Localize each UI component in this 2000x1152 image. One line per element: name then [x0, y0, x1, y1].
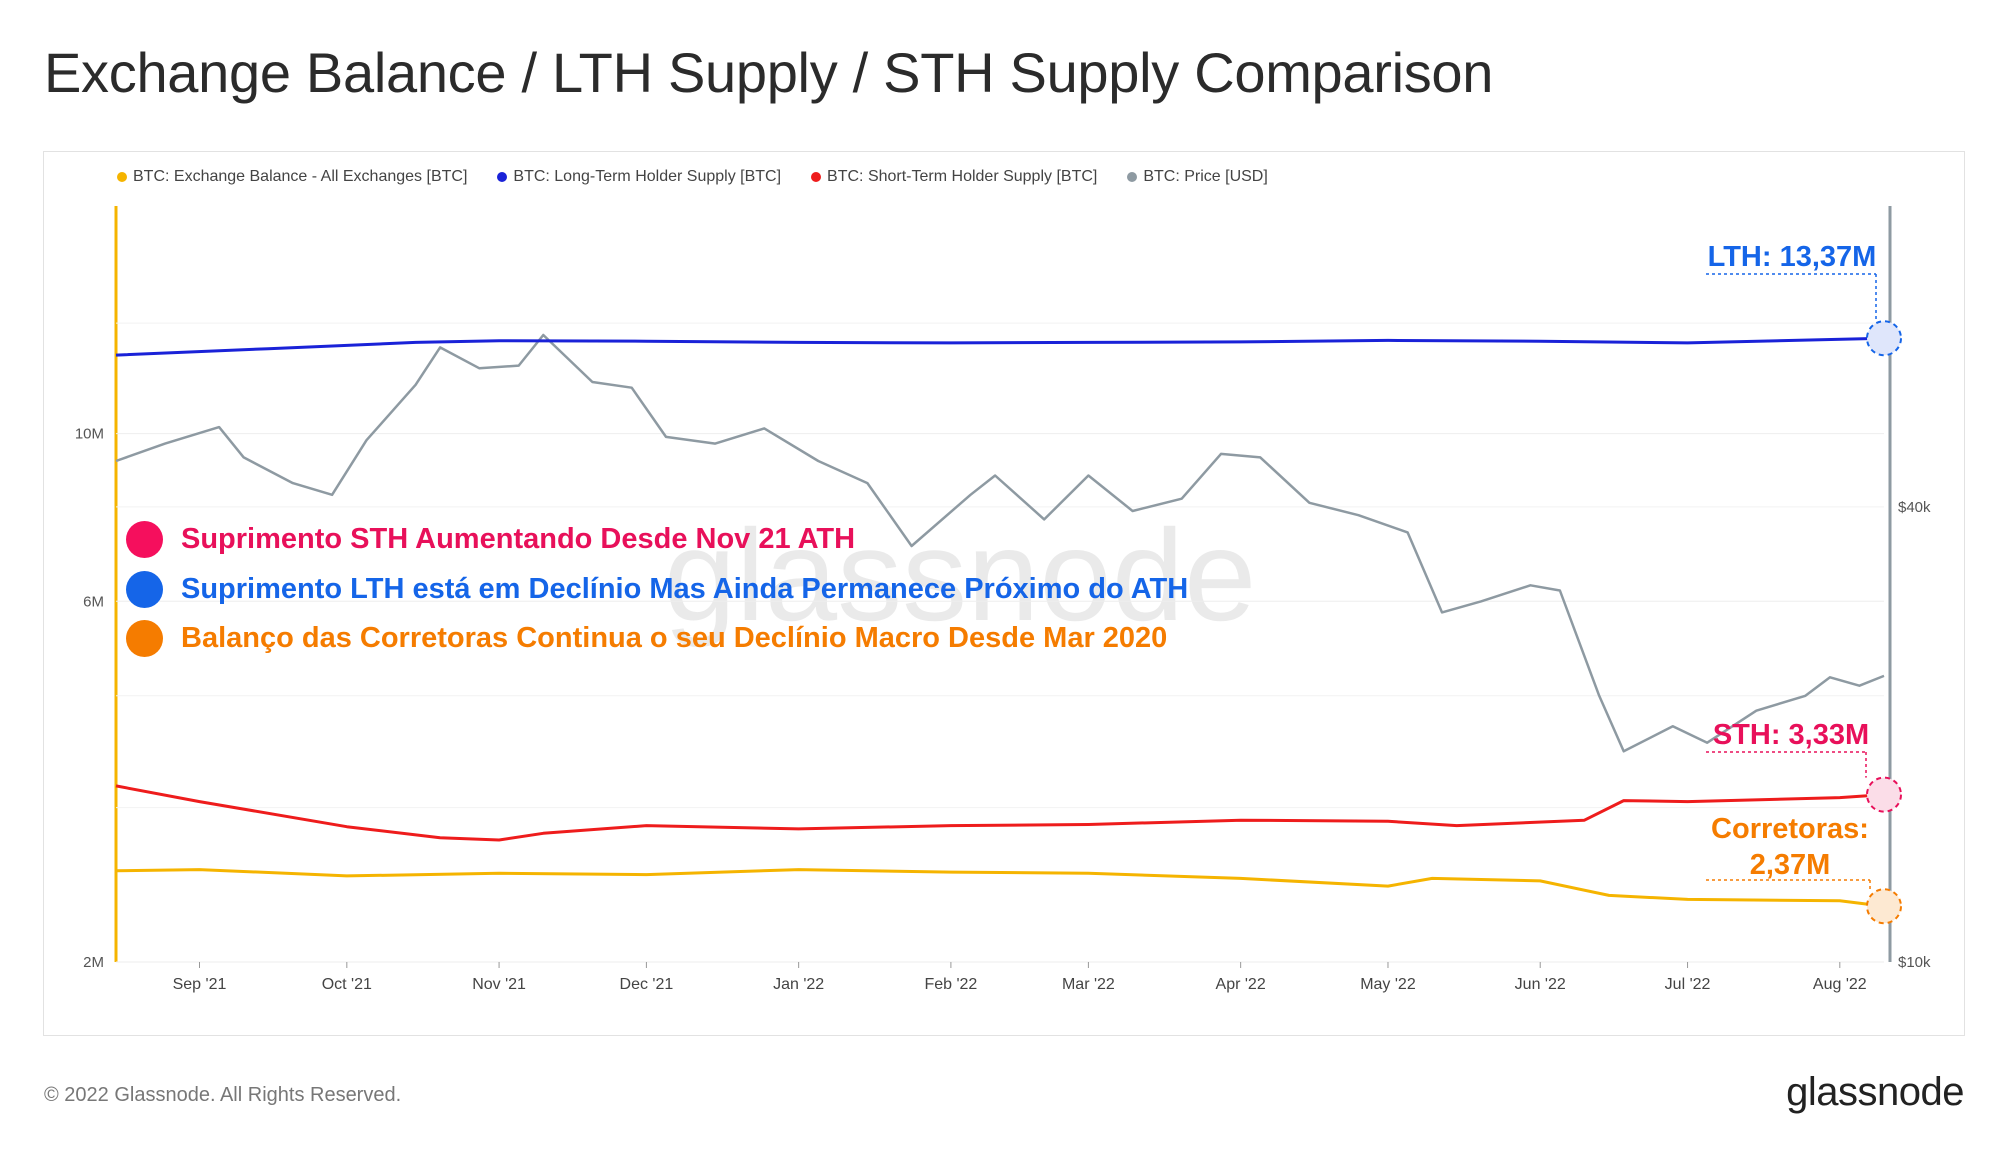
y-left-tick-label: 6M: [83, 593, 104, 610]
x-tick-label: Jun '22: [1515, 976, 1566, 993]
x-tick-label: Dec '21: [620, 976, 674, 993]
x-tick-label: Jan '22: [773, 976, 824, 993]
note-lth: Suprimento LTH está em Declínio Mas Aind…: [126, 571, 1188, 608]
x-axis-ticks: Sep '21 Oct '21 Nov '21 Dec '21 Jan '22 Feb '…: [173, 962, 1867, 993]
annotations-group: LTH: 13,37M STH: 3,33M Corretoras: 2,37M: [1706, 241, 1902, 925]
note-sth-text: Suprimento STH Aumentando Desde Nov 21 A…: [181, 523, 856, 555]
note-exchange: Balanço das Corretoras Continua o seu De…: [126, 620, 1167, 657]
legend-dot-price: [1127, 172, 1138, 182]
legend-item-lth[interactable]: BTC: Long-Term Holder Supply [BTC]: [497, 168, 781, 186]
x-tick-label: May '22: [1360, 976, 1416, 993]
legend-item-sth[interactable]: BTC: Short-Term Holder Supply [BTC]: [811, 168, 1097, 186]
y-right-tick-label: $10k: [1898, 954, 1931, 971]
page-title: Exchange Balance / LTH Supply / STH Supp…: [44, 41, 1494, 104]
x-tick-label: Sep '21: [173, 976, 227, 993]
price-line: [115, 333, 1885, 753]
brand-logo[interactable]: glassnode: [1786, 1070, 1964, 1114]
legend-label-exchange: BTC: Exchange Balance - All Exchanges [B…: [133, 168, 468, 185]
chart-legend: BTC: Exchange Balance - All Exchanges [B…: [117, 168, 1268, 186]
x-tick-label: Nov '21: [472, 976, 526, 993]
legend-dot-exchange: [117, 172, 127, 182]
note-exchange-text: Balanço das Corretoras Continua o seu De…: [181, 622, 1168, 654]
legend-label-sth: BTC: Short-Term Holder Supply [BTC]: [827, 168, 1098, 185]
x-tick-label: Mar '22: [1062, 976, 1115, 993]
x-tick-label: Jul '22: [1665, 976, 1711, 993]
legend-label-lth: BTC: Long-Term Holder Supply [BTC]: [513, 168, 782, 185]
lth-end-marker: [1866, 320, 1902, 357]
note-sth-dot: [126, 521, 163, 558]
x-tick-label: Aug '22: [1813, 976, 1867, 993]
y-left-tick-label: 10M: [75, 426, 104, 443]
note-lth-dot: [126, 571, 163, 608]
legend-item-price[interactable]: BTC: Price [USD]: [1127, 168, 1268, 186]
legend-label-price: BTC: Price [USD]: [1143, 168, 1268, 185]
sth-annotation: STH: 3,33M: [1713, 719, 1869, 751]
exchange-annotation-line2: 2,37M: [1750, 849, 1831, 881]
legend-dot-lth: [497, 172, 508, 182]
x-tick-label: Apr '22: [1216, 976, 1266, 993]
footer-copyright: © 2022 Glassnode. All Rights Reserved.: [44, 1084, 402, 1106]
legend-item-exchange[interactable]: BTC: Exchange Balance - All Exchanges [B…: [117, 168, 467, 186]
note-sth: Suprimento STH Aumentando Desde Nov 21 A…: [126, 521, 855, 558]
chart-panel: [43, 151, 1965, 1036]
right-y-axis-ticks: $40k $10k: [1898, 499, 1931, 971]
watermark: glassnode: [664, 502, 1257, 648]
exchange-balance-line: [115, 868, 1885, 908]
x-tick-label: Feb '22: [924, 976, 977, 993]
sth-supply-line: [115, 784, 1885, 842]
x-tick-label: Oct '21: [322, 976, 372, 993]
y-right-tick-label: $40k: [1898, 499, 1931, 516]
y-left-tick-label: 2M: [83, 954, 104, 971]
series-group: [115, 333, 1885, 908]
exchange-end-marker: [1866, 888, 1902, 925]
grid-lines: [116, 322, 1884, 963]
note-exchange-dot: [126, 620, 163, 657]
lth-supply-line: [115, 336, 1885, 357]
exchange-annotation-line1: Corretoras:: [1711, 813, 1869, 845]
legend-dot-sth: [811, 172, 822, 182]
left-y-axis-ticks: 10M 6M 2M: [75, 426, 104, 971]
sth-end-marker: [1866, 776, 1902, 813]
lth-annotation: LTH: 13,37M: [1708, 241, 1877, 273]
note-lth-text: Suprimento LTH está em Declínio Mas Aind…: [181, 573, 1189, 605]
